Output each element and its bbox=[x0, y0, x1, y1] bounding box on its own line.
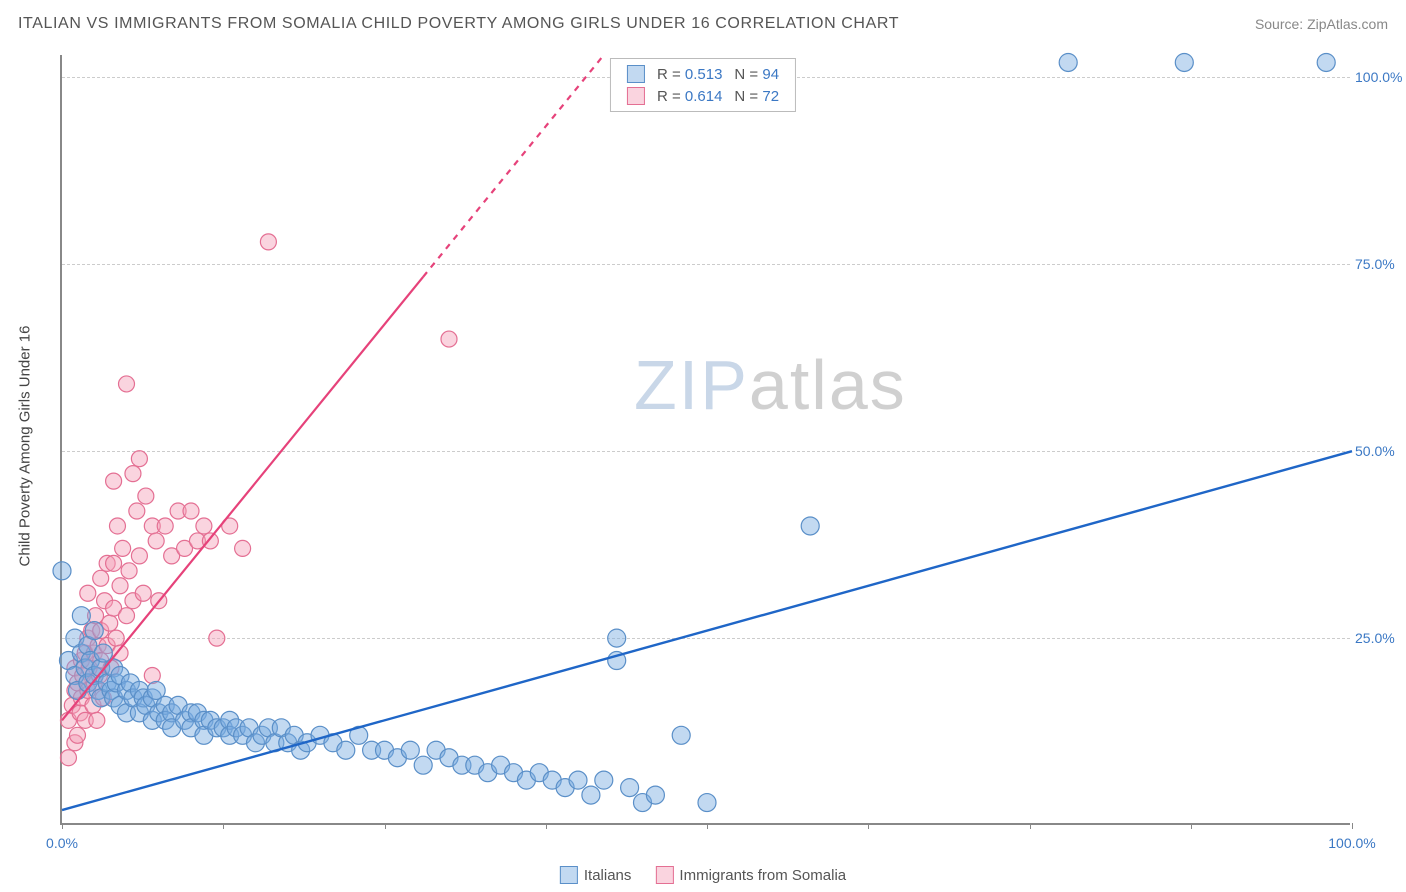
legend-series: Italians Immigrants from Somalia bbox=[560, 866, 846, 884]
data-point bbox=[106, 473, 122, 489]
data-point bbox=[119, 376, 135, 392]
data-point bbox=[53, 562, 71, 580]
data-point bbox=[196, 518, 212, 534]
n-value-italians: 94 bbox=[762, 66, 779, 83]
data-point bbox=[131, 548, 147, 564]
trend-line bbox=[423, 55, 604, 277]
data-point bbox=[129, 503, 145, 519]
y-tick-label: 100.0% bbox=[1355, 69, 1406, 85]
swatch-somalia-icon bbox=[655, 866, 673, 884]
data-point bbox=[1175, 53, 1193, 71]
x-tick-mark bbox=[1352, 823, 1353, 829]
x-tick-label-right: 100.0% bbox=[1328, 835, 1375, 851]
y-tick-label: 50.0% bbox=[1355, 443, 1406, 459]
x-tick-mark bbox=[62, 823, 63, 829]
chart-title: ITALIAN VS IMMIGRANTS FROM SOMALIA CHILD… bbox=[18, 15, 899, 33]
y-axis-label: Child Poverty Among Girls Under 16 bbox=[17, 326, 34, 567]
data-point bbox=[569, 771, 587, 789]
data-point bbox=[209, 630, 225, 646]
legend-label-somalia: Immigrants from Somalia bbox=[679, 867, 846, 884]
data-point bbox=[109, 518, 125, 534]
data-point bbox=[89, 712, 105, 728]
data-point bbox=[157, 518, 173, 534]
data-point bbox=[93, 570, 109, 586]
data-point bbox=[582, 786, 600, 804]
data-point bbox=[608, 629, 626, 647]
x-tick-mark bbox=[223, 823, 224, 829]
x-tick-mark bbox=[1030, 823, 1031, 829]
x-tick-mark bbox=[707, 823, 708, 829]
data-point bbox=[121, 563, 137, 579]
data-point bbox=[106, 555, 122, 571]
legend-label-italians: Italians bbox=[584, 867, 632, 884]
data-point bbox=[235, 540, 251, 556]
data-point bbox=[112, 578, 128, 594]
r-label: R = bbox=[657, 88, 681, 105]
data-point bbox=[125, 466, 141, 482]
chart-header: ITALIAN VS IMMIGRANTS FROM SOMALIA CHILD… bbox=[18, 15, 1388, 33]
data-point bbox=[621, 779, 639, 797]
n-label: N = bbox=[734, 88, 758, 105]
trend-line bbox=[62, 277, 423, 721]
y-tick-label: 25.0% bbox=[1355, 630, 1406, 646]
data-point bbox=[183, 503, 199, 519]
r-value-somalia: 0.614 bbox=[685, 88, 723, 105]
legend-item-italians: Italians bbox=[560, 866, 632, 884]
data-point bbox=[1317, 53, 1335, 71]
source-label: Source: ZipAtlas.com bbox=[1255, 16, 1388, 32]
swatch-somalia-icon bbox=[627, 87, 645, 105]
n-value-somalia: 72 bbox=[762, 88, 779, 105]
data-point bbox=[85, 622, 103, 640]
data-point bbox=[260, 234, 276, 250]
data-point bbox=[102, 615, 118, 631]
plot-area: ZIPatlas 25.0%50.0%75.0%100.0%0.0%100.0% bbox=[60, 55, 1350, 825]
swatch-italians-icon bbox=[560, 866, 578, 884]
data-point bbox=[801, 517, 819, 535]
legend-item-somalia: Immigrants from Somalia bbox=[655, 866, 846, 884]
data-point bbox=[646, 786, 664, 804]
legend-stats: R = 0.513 N = 94 R = 0.614 N = 72 bbox=[610, 58, 796, 112]
data-point bbox=[108, 630, 124, 646]
data-point bbox=[115, 540, 131, 556]
x-tick-mark bbox=[385, 823, 386, 829]
data-point bbox=[138, 488, 154, 504]
data-point bbox=[131, 451, 147, 467]
data-point bbox=[1059, 53, 1077, 71]
x-tick-mark bbox=[868, 823, 869, 829]
swatch-italians-icon bbox=[627, 65, 645, 83]
data-point bbox=[698, 794, 716, 812]
r-label: R = bbox=[657, 66, 681, 83]
data-point bbox=[401, 741, 419, 759]
x-tick-label-left: 0.0% bbox=[46, 835, 78, 851]
r-value-italians: 0.513 bbox=[685, 66, 723, 83]
data-point bbox=[441, 331, 457, 347]
data-point bbox=[337, 741, 355, 759]
data-point bbox=[72, 607, 90, 625]
legend-stats-row-italians: R = 0.513 N = 94 bbox=[621, 63, 785, 85]
n-label: N = bbox=[734, 66, 758, 83]
data-point bbox=[672, 726, 690, 744]
data-point bbox=[135, 585, 151, 601]
trend-line bbox=[62, 451, 1352, 810]
data-point bbox=[69, 727, 85, 743]
data-point bbox=[60, 750, 76, 766]
data-point bbox=[80, 585, 96, 601]
data-point bbox=[119, 608, 135, 624]
data-point bbox=[595, 771, 613, 789]
plot-svg bbox=[62, 55, 1350, 823]
x-tick-mark bbox=[546, 823, 547, 829]
x-tick-mark bbox=[1191, 823, 1192, 829]
y-tick-label: 75.0% bbox=[1355, 256, 1406, 272]
legend-stats-row-somalia: R = 0.614 N = 72 bbox=[621, 85, 785, 107]
data-point bbox=[414, 756, 432, 774]
data-point bbox=[148, 533, 164, 549]
